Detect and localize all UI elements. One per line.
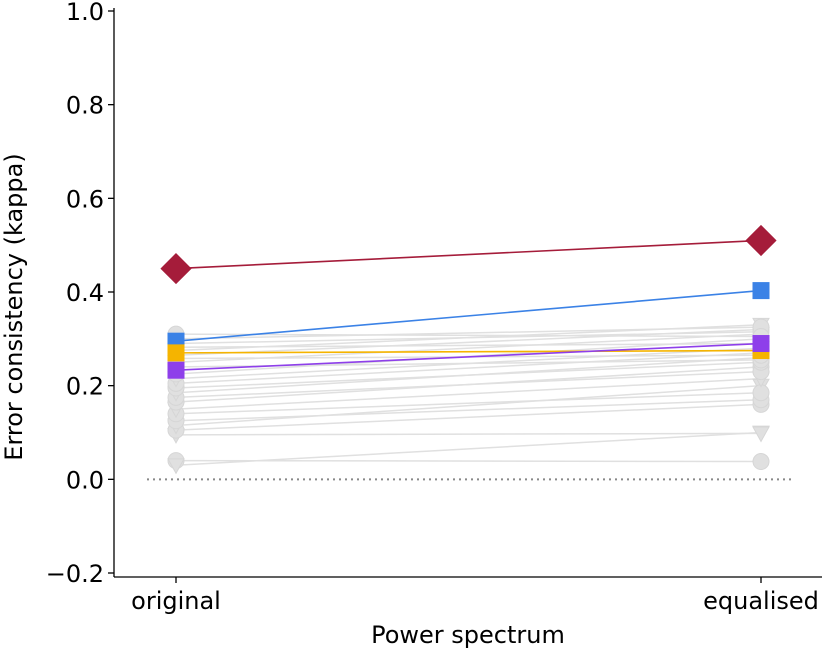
y-axis-title: Error consistency (kappa) xyxy=(0,153,28,460)
background-series-line xyxy=(175,459,762,463)
highlighted-point xyxy=(167,344,185,362)
y-tick-label: 0.0 xyxy=(66,466,104,494)
background-series-line xyxy=(175,432,762,436)
background-series-line xyxy=(175,398,762,422)
background-series-line xyxy=(175,342,762,349)
background-series-line xyxy=(175,326,762,340)
highlighted-point xyxy=(745,224,777,257)
highlighted-series-line xyxy=(175,239,762,270)
highlighted-point xyxy=(752,282,770,300)
background-series-line xyxy=(175,331,762,345)
y-tick-label: 1.0 xyxy=(66,0,104,26)
axes xyxy=(113,8,822,578)
x-tick-label: equalised xyxy=(703,587,819,615)
background-series-line xyxy=(175,391,762,415)
background-series-line xyxy=(175,352,762,385)
background-point xyxy=(167,458,185,475)
highlighted-series-lines xyxy=(175,239,762,372)
highlighted-point xyxy=(167,361,185,379)
background-series-line xyxy=(175,377,762,410)
highlighted-series-markers xyxy=(160,224,777,379)
background-point xyxy=(752,453,770,471)
background-series-line xyxy=(175,333,762,338)
x-axis-title: Power spectrum xyxy=(371,621,565,649)
background-series-lines xyxy=(175,324,762,467)
highlighted-series-line xyxy=(175,349,762,354)
background-series-line xyxy=(175,370,762,399)
background-series-line xyxy=(175,403,762,431)
background-point xyxy=(752,426,770,443)
y-tick-label: 0.8 xyxy=(66,92,104,120)
x-tick-label: original xyxy=(131,587,221,615)
highlighted-point xyxy=(752,335,770,353)
y-tick-label: 0.2 xyxy=(66,373,104,401)
background-series-line xyxy=(175,384,762,427)
y-tick-label: 0.6 xyxy=(66,185,104,213)
y-ticks: −0.2 0.0 0.2 0.4 0.6 0.8 1.0 xyxy=(46,0,114,588)
background-series-line xyxy=(175,361,762,389)
highlighted-series-line xyxy=(175,289,762,342)
x-ticks: original equalised xyxy=(131,577,819,615)
background-series-line xyxy=(175,431,762,467)
highlighted-series-line xyxy=(175,342,762,372)
highlighted-point xyxy=(160,252,192,285)
y-tick-label: 0.4 xyxy=(66,279,104,307)
y-tick-label: −0.2 xyxy=(46,560,104,588)
